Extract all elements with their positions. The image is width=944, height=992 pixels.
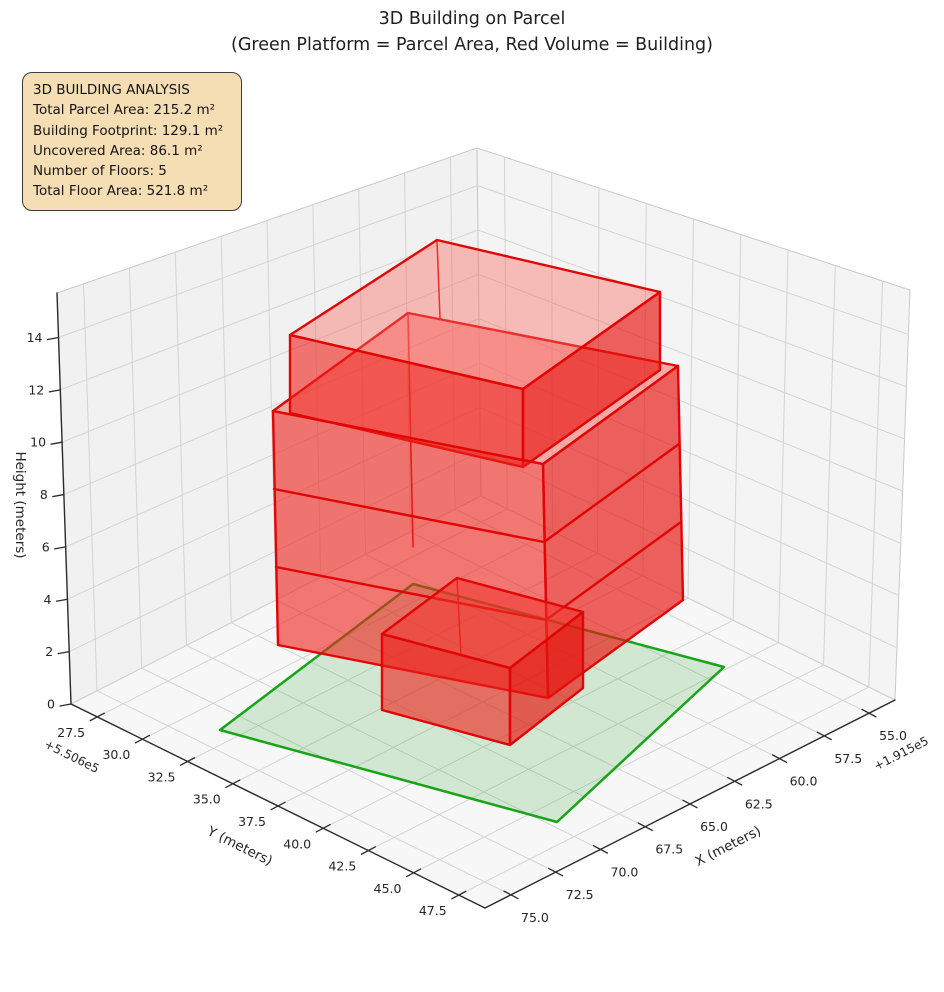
x-tick-mark xyxy=(637,822,653,832)
left-pane-grid-h xyxy=(59,229,479,391)
z-tick-label: 12 xyxy=(28,382,44,397)
chart-title-line1: 3D Building on Parcel xyxy=(378,9,566,29)
x-tick-mark xyxy=(771,754,788,763)
y-axis-offset: +5.506e5 xyxy=(42,737,101,776)
building-top-box-right-face xyxy=(521,290,662,469)
analysis-floors: Number of Floors: 5 xyxy=(33,163,167,180)
left-pane-grid-v xyxy=(83,283,98,692)
z-tick-mark xyxy=(57,650,70,655)
y-tick-label: 27.5 xyxy=(57,725,85,740)
analysis-uncovered-area: Uncovered Area: 86.1 m² xyxy=(33,142,203,159)
right-pane-grid-v xyxy=(732,234,742,621)
x-tick-label: 65.0 xyxy=(700,819,728,834)
left-pane-grid-v xyxy=(174,251,187,646)
x-tick-mark xyxy=(548,867,564,877)
y-tick-label: 30.0 xyxy=(102,747,130,762)
right-pane-grid-v xyxy=(687,218,694,599)
z-axis-label: Height (meters) xyxy=(12,451,28,558)
y-tick-label: 32.5 xyxy=(148,769,176,784)
z-tick-label: 0 xyxy=(47,697,55,712)
y-tick-mark xyxy=(225,779,241,789)
analysis-floor-area: Total Floor Area: 521.8 m² xyxy=(33,183,209,200)
x-tick-label: 70.0 xyxy=(611,864,639,879)
y-tick-label: 40.0 xyxy=(283,836,311,851)
y-tick-label: 37.5 xyxy=(238,814,266,829)
z-tick-mark xyxy=(50,441,63,445)
z-tick-label: 8 xyxy=(40,487,48,502)
floor-grid-y xyxy=(458,686,870,896)
x-tick-label: 57.5 xyxy=(834,751,862,766)
left-pane-grid-h xyxy=(58,185,478,338)
y-tick-mark xyxy=(405,868,422,878)
z-tick-mark xyxy=(46,336,60,341)
floor-line xyxy=(544,520,683,622)
right-pane-grid-h xyxy=(477,273,906,440)
x-tick-label: 60.0 xyxy=(790,774,818,789)
x-tick-mark xyxy=(682,799,698,809)
left-pane-grid-v xyxy=(128,267,143,669)
y-tick-label: 47.5 xyxy=(419,903,447,918)
y-tick-mark xyxy=(89,712,105,722)
y-tick-mark xyxy=(179,757,196,766)
chart-title: 3D Building on Parcel (Green Platform = … xyxy=(0,6,944,58)
floor-grid-y xyxy=(367,642,779,852)
building-analysis-box: 3D BUILDING ANALYSIS Total Parcel Area: … xyxy=(22,72,242,211)
y-tick-mark xyxy=(134,734,151,744)
z-tick-mark xyxy=(55,598,69,602)
z-tick-mark xyxy=(52,493,65,498)
z-tick-mark xyxy=(59,703,72,707)
left-pane-grid-h xyxy=(61,273,479,443)
x-tick-mark xyxy=(592,845,609,854)
z-axis-spine xyxy=(56,292,72,705)
z-tick-label: 6 xyxy=(42,539,50,554)
z-tick-label: 4 xyxy=(43,592,51,607)
left-pane-grid-v xyxy=(220,235,232,624)
analysis-footprint: Building Footprint: 129.1 m² xyxy=(33,122,224,139)
y-tick-mark xyxy=(360,846,377,855)
z-tick-label: 10 xyxy=(30,435,46,450)
y-tick-mark xyxy=(270,801,286,811)
z-tick-label: 14 xyxy=(27,330,43,345)
analysis-heading: 3D BUILDING ANALYSIS xyxy=(33,82,190,98)
y-tick-label: 45.0 xyxy=(374,881,402,896)
z-tick-mark xyxy=(53,546,67,550)
right-pane-grid-v xyxy=(823,265,836,666)
building-annex-right-face xyxy=(508,610,585,747)
floor-line xyxy=(542,442,681,544)
y-axis-label: Y (meters) xyxy=(204,823,275,869)
y-tick-label: 35.0 xyxy=(193,792,221,807)
chart-title-line2: (Green Platform = Parcel Area, Red Volum… xyxy=(231,35,713,55)
x-tick-mark xyxy=(503,890,519,900)
x-tick-mark xyxy=(727,776,743,786)
y-tick-mark xyxy=(315,823,331,833)
right-pane-grid-v xyxy=(777,249,789,644)
x-tick-label: 75.0 xyxy=(521,910,549,925)
z-tick-label: 2 xyxy=(45,644,53,659)
analysis-parcel-area: Total Parcel Area: 215.2 m² xyxy=(33,102,216,119)
right-pane-grid-v xyxy=(868,280,884,688)
y-tick-mark xyxy=(451,890,467,900)
x-tick-label: 72.5 xyxy=(566,887,594,902)
z-tick-mark xyxy=(48,389,61,393)
x-tick-label: 62.5 xyxy=(745,796,773,811)
right-pane-grid-h xyxy=(476,185,909,335)
building-hidden-edge xyxy=(436,239,441,319)
right-pane-grid-h xyxy=(477,229,907,388)
x-tick-mark xyxy=(816,731,832,741)
y-tick-label: 42.5 xyxy=(328,859,356,874)
floor-line xyxy=(272,487,546,544)
x-tick-mark xyxy=(861,708,877,718)
x-tick-label: 55.0 xyxy=(879,728,907,743)
x-tick-label: 67.5 xyxy=(655,842,683,857)
floor-grid-y xyxy=(413,664,825,874)
